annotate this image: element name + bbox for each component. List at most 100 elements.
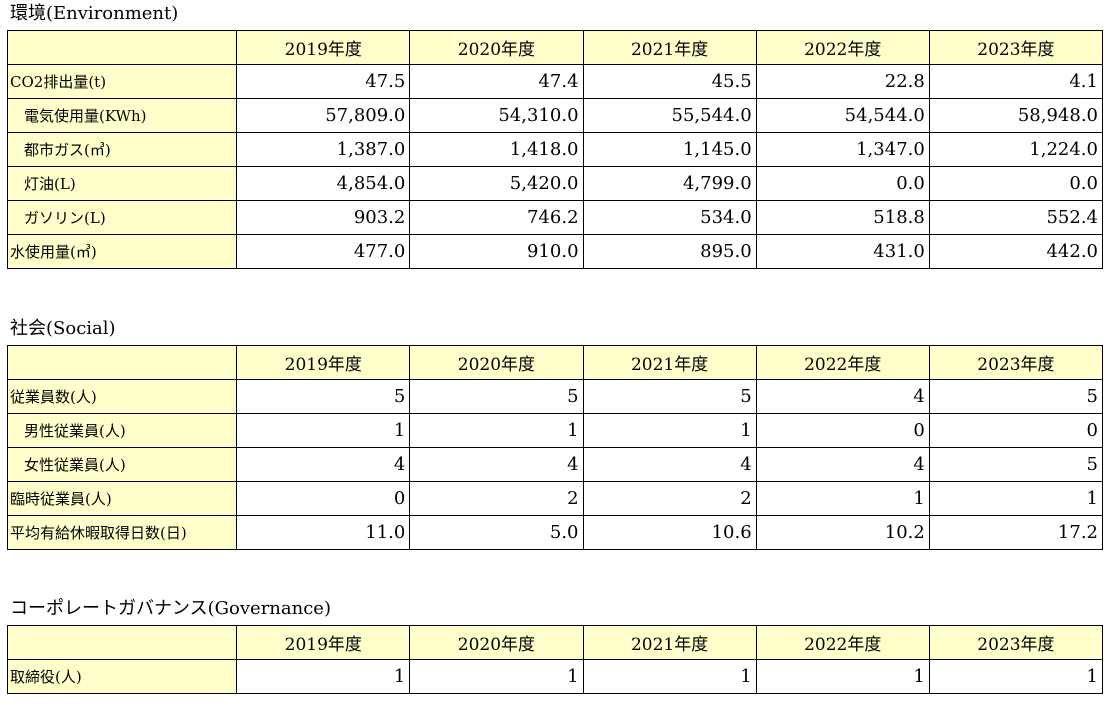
value-cell: 4,799.0 xyxy=(582,166,757,201)
value-cell: 5 xyxy=(236,379,411,414)
value-cell: 534.0 xyxy=(582,200,757,235)
value-cell: 1 xyxy=(755,659,930,694)
table-row: CO2排出量(t) 47.5 47.4 45.5 22.8 4.1 xyxy=(6,64,1104,99)
value-cell: 55,544.0 xyxy=(582,98,757,133)
value-cell: 910.0 xyxy=(409,234,584,269)
value-cell: 10.2 xyxy=(755,515,930,550)
value-cell: 4 xyxy=(755,447,930,482)
year-header: 2022年度 xyxy=(755,345,930,380)
value-cell: 0.0 xyxy=(928,166,1104,201)
value-cell: 1 xyxy=(582,659,757,694)
row-label: CO2排出量(t) xyxy=(6,64,238,99)
year-header: 2022年度 xyxy=(755,30,930,65)
row-label: 灯油(L) xyxy=(6,166,238,201)
year-header: 2023年度 xyxy=(928,625,1104,660)
row-label: 取締役(人) xyxy=(6,659,238,694)
value-cell: 1 xyxy=(409,659,584,694)
year-header: 2021年度 xyxy=(582,30,757,65)
year-header: 2020年度 xyxy=(409,345,584,380)
row-label: 都市ガス(㎥) xyxy=(6,132,238,167)
social-title: 社会(Social) xyxy=(10,318,116,339)
year-header: 2021年度 xyxy=(582,345,757,380)
row-label: 臨時従業員(人) xyxy=(6,481,238,516)
table-row: 女性従業員(人) 4 4 4 4 5 xyxy=(6,447,1104,482)
value-cell: 477.0 xyxy=(236,234,411,269)
table-row: 男性従業員(人) 1 1 1 0 0 xyxy=(6,413,1104,448)
row-label: 女性従業員(人) xyxy=(6,447,238,482)
value-cell: 1,224.0 xyxy=(928,132,1104,167)
table-row: 都市ガス(㎥) 1,387.0 1,418.0 1,145.0 1,347.0 1,224… xyxy=(6,132,1104,167)
value-cell: 431.0 xyxy=(755,234,930,269)
value-cell: 4 xyxy=(755,379,930,414)
value-cell: 5.0 xyxy=(409,515,584,550)
value-cell: 0.0 xyxy=(755,166,930,201)
corner-cell xyxy=(6,625,238,660)
value-cell: 4 xyxy=(582,447,757,482)
value-cell: 4 xyxy=(236,447,411,482)
value-cell: 518.8 xyxy=(755,200,930,235)
environment-table: 2019年度 2020年度 2021年度 2022年度 2023年度 CO2排出量(t) 4… xyxy=(6,30,1104,269)
value-cell: 4,854.0 xyxy=(236,166,411,201)
environment-title: 環境(Environment) xyxy=(10,3,179,24)
value-cell: 1 xyxy=(928,659,1104,694)
value-cell: 903.2 xyxy=(236,200,411,235)
value-cell: 1 xyxy=(236,659,411,694)
row-label: ガソリン(L) xyxy=(6,200,238,235)
value-cell: 54,310.0 xyxy=(409,98,584,133)
table-row: 電気使用量(KWh) 57,809.0 54,310.0 55,544.0 54,544… xyxy=(6,98,1104,133)
value-cell: 5 xyxy=(582,379,757,414)
table-row: ガソリン(L) 903.2 746.2 534.0 518.8 552.4 xyxy=(6,200,1104,235)
value-cell: 22.8 xyxy=(755,64,930,99)
row-label: 男性従業員(人) xyxy=(6,413,238,448)
value-cell: 2 xyxy=(582,481,757,516)
header-row: 2019年度 2020年度 2021年度 2022年度 2023年度 xyxy=(6,30,1104,65)
value-cell: 47.5 xyxy=(236,64,411,99)
value-cell: 1,347.0 xyxy=(755,132,930,167)
corner-cell xyxy=(6,345,238,380)
value-cell: 1 xyxy=(409,413,584,448)
value-cell: 11.0 xyxy=(236,515,411,550)
value-cell: 0 xyxy=(755,413,930,448)
table-row: 平均有給休暇取得日数(日) 11.0 5.0 10.6 10.2 17.2 xyxy=(6,515,1104,550)
value-cell: 2 xyxy=(409,481,584,516)
value-cell: 45.5 xyxy=(582,64,757,99)
value-cell: 54,544.0 xyxy=(755,98,930,133)
header-row: 2019年度 2020年度 2021年度 2022年度 2023年度 xyxy=(6,345,1104,380)
value-cell: 57,809.0 xyxy=(236,98,411,133)
table-row: 従業員数(人) 5 5 5 4 5 xyxy=(6,379,1104,414)
value-cell: 5 xyxy=(409,379,584,414)
year-header: 2022年度 xyxy=(755,625,930,660)
value-cell: 17.2 xyxy=(928,515,1104,550)
table-row: 灯油(L) 4,854.0 5,420.0 4,799.0 0.0 0.0 xyxy=(6,166,1104,201)
year-header: 2019年度 xyxy=(236,625,411,660)
social-table: 2019年度 2020年度 2021年度 2022年度 2023年度 従業員数(人) 5 5 5… xyxy=(6,345,1104,550)
value-cell: 442.0 xyxy=(928,234,1104,269)
year-header: 2020年度 xyxy=(409,625,584,660)
value-cell: 5 xyxy=(928,447,1104,482)
year-header: 2021年度 xyxy=(582,625,757,660)
year-header: 2019年度 xyxy=(236,30,411,65)
governance-title: コーポレートガバナンス(Governance) xyxy=(10,598,331,619)
table-row: 取締役(人) 1 1 1 1 1 xyxy=(6,659,1104,694)
value-cell: 895.0 xyxy=(582,234,757,269)
value-cell: 58,948.0 xyxy=(928,98,1104,133)
value-cell: 1,145.0 xyxy=(582,132,757,167)
year-header: 2019年度 xyxy=(236,345,411,380)
governance-table: 2019年度 2020年度 2021年度 2022年度 2023年度 取締役(人) 1 1 1 1… xyxy=(6,625,1104,694)
value-cell: 4.1 xyxy=(928,64,1104,99)
header-row: 2019年度 2020年度 2021年度 2022年度 2023年度 xyxy=(6,625,1104,660)
value-cell: 1 xyxy=(755,481,930,516)
row-label: 平均有給休暇取得日数(日) xyxy=(6,515,238,550)
value-cell: 1,387.0 xyxy=(236,132,411,167)
value-cell: 0 xyxy=(236,481,411,516)
value-cell: 47.4 xyxy=(409,64,584,99)
value-cell: 1 xyxy=(928,481,1104,516)
corner-cell xyxy=(6,30,238,65)
value-cell: 1,418.0 xyxy=(409,132,584,167)
value-cell: 746.2 xyxy=(409,200,584,235)
row-label: 電気使用量(KWh) xyxy=(6,98,238,133)
table-row: 臨時従業員(人) 0 2 2 1 1 xyxy=(6,481,1104,516)
row-label: 水使用量(㎥) xyxy=(6,234,238,269)
value-cell: 1 xyxy=(236,413,411,448)
value-cell: 0 xyxy=(928,413,1104,448)
